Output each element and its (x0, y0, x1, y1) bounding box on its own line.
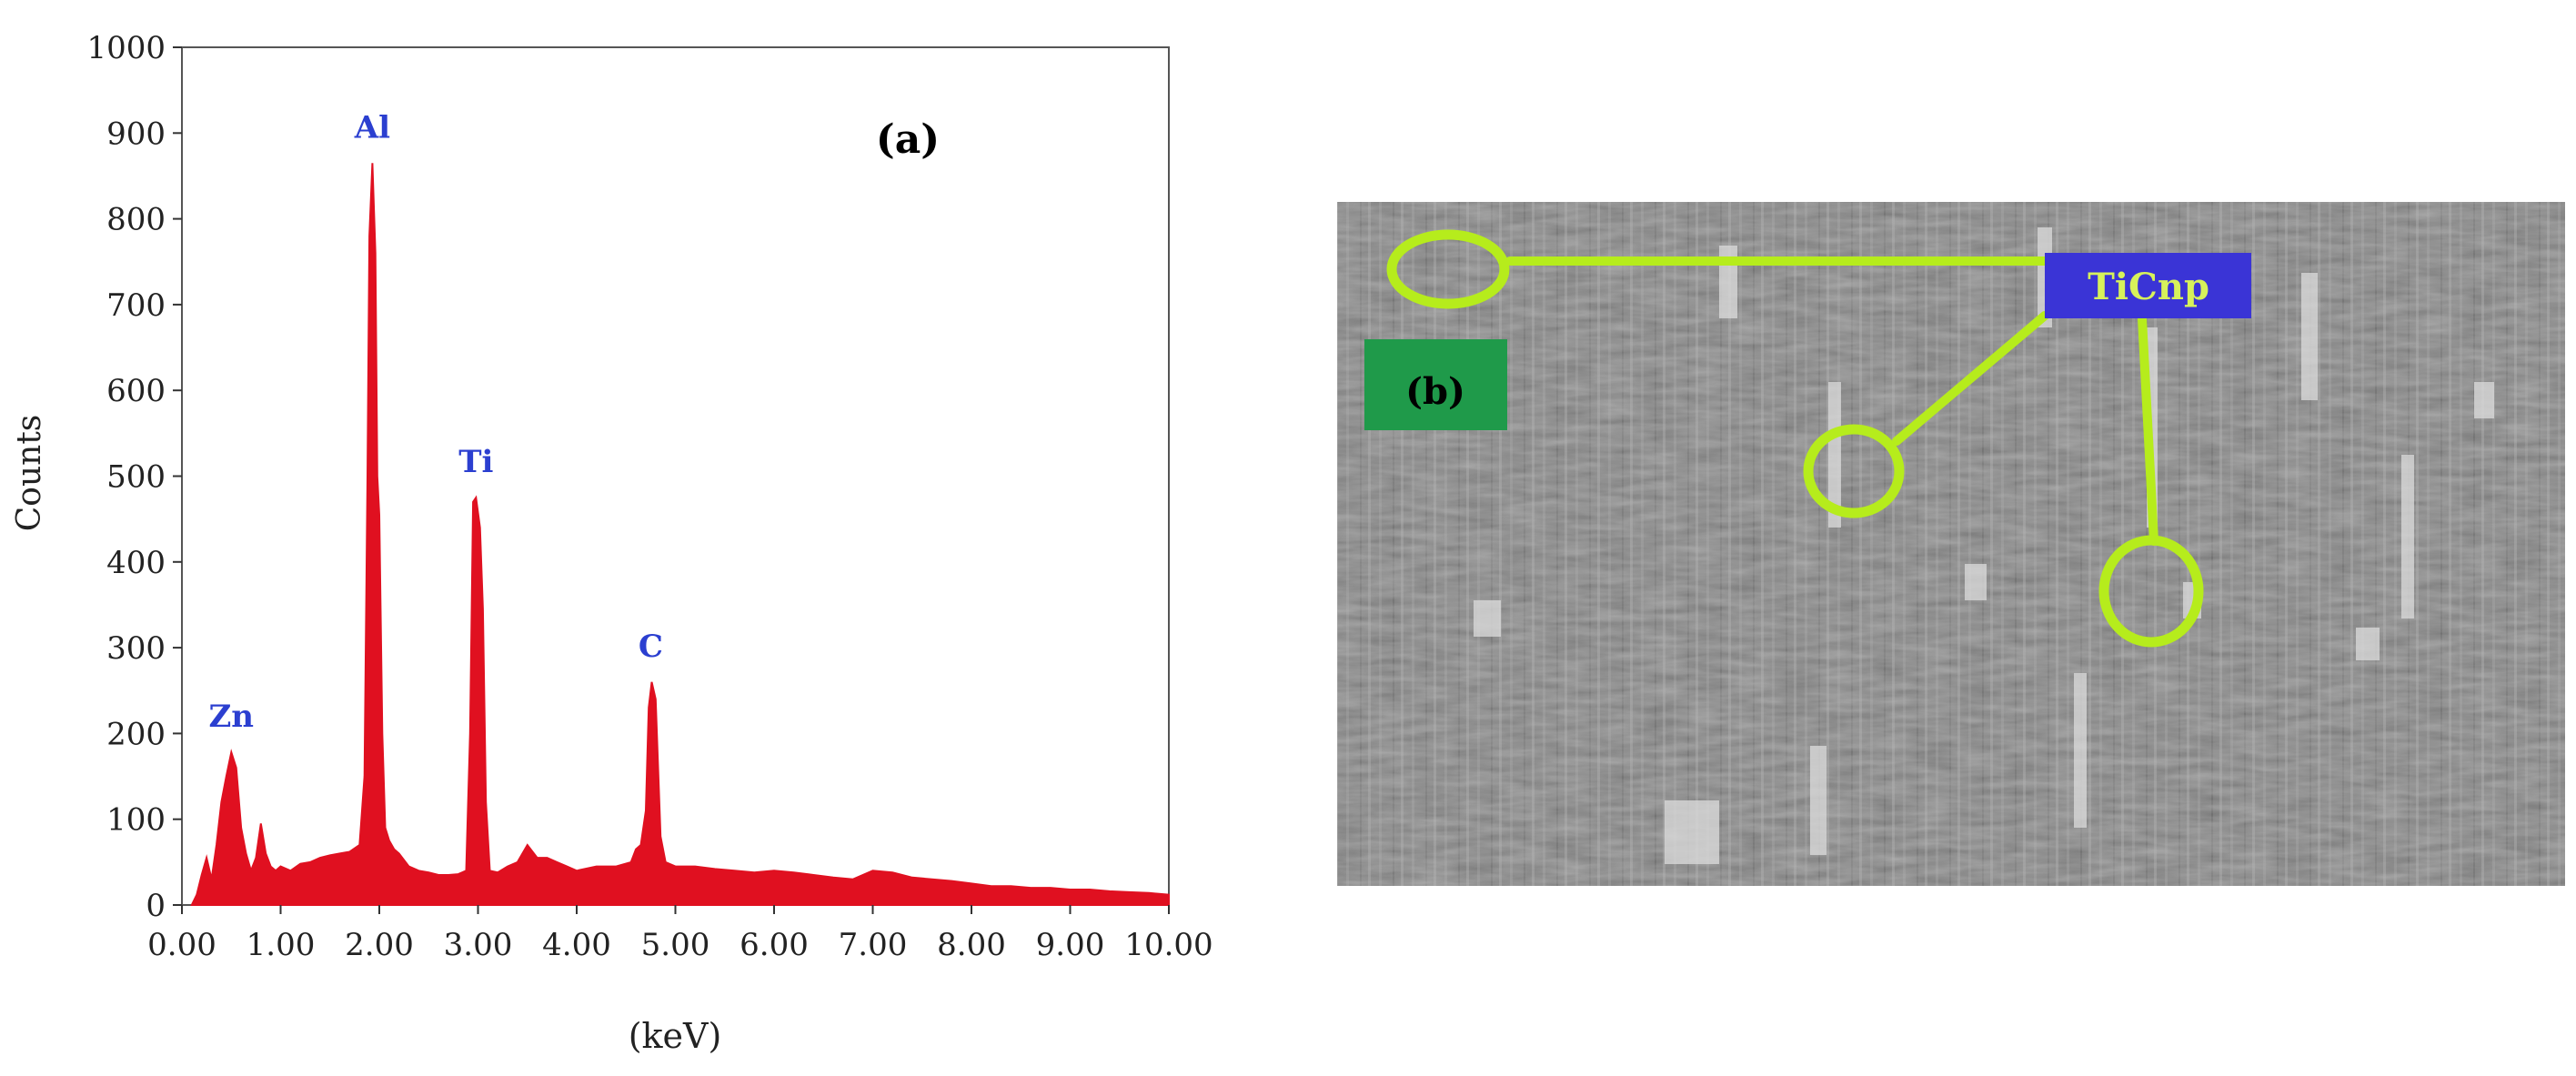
particle-circle-2 (1803, 424, 1905, 518)
y-tick-label: 1000 (86, 30, 166, 66)
y-tick-label: 100 (106, 802, 166, 839)
x-tick-label: 5.00 (641, 927, 710, 963)
callout-lines (1505, 256, 2158, 546)
callout-label: TiCnp (2088, 266, 2209, 308)
sem-micrograph: TiCnp (b) (1337, 202, 2565, 886)
eds-spectrum-chart: 0 100 200 300 400 500 600 700 800 900 1000 0.00 1.0… (11, 30, 1213, 1056)
y-tick-label: 400 (106, 545, 166, 581)
peak-label-ti: Ti (458, 444, 493, 480)
x-tick-label: 10.00 (1124, 927, 1213, 963)
callout-line-2 (1892, 311, 2049, 446)
x-tick-label: 9.00 (1036, 927, 1105, 963)
x-axis: 0.00 1.00 2.00 3.00 4.00 5.00 6.00 7.00 8.00 9.00… (147, 905, 1213, 963)
y-tick-label: 200 (106, 716, 166, 752)
particle-circle-3 (2098, 535, 2204, 648)
spectrum-area (190, 163, 1170, 906)
x-tick-label: 3.00 (444, 927, 513, 963)
x-axis-label: (keV) (629, 1016, 722, 1056)
x-tick-label: 2.00 (345, 927, 414, 963)
y-axis: 0 100 200 300 400 500 600 700 800 900 1000 (86, 30, 182, 924)
x-tick-label: 7.00 (839, 927, 908, 963)
y-tick-label: 600 (106, 373, 166, 409)
y-tick-label: 300 (106, 630, 166, 667)
x-tick-label: 8.00 (937, 927, 1006, 963)
peak-label-zn: Zn (208, 699, 254, 735)
peak-labels: Zn Al Ti C (208, 109, 662, 735)
y-tick-label: 500 (106, 459, 166, 496)
spectrum-series (190, 163, 1170, 906)
x-tick-label: 0.00 (147, 927, 216, 963)
micrograph-texture (1337, 202, 2565, 886)
y-tick-label: 800 (106, 202, 166, 238)
y-axis-label: Counts (11, 415, 48, 532)
y-tick-label: 900 (106, 116, 166, 152)
x-tick-label: 6.00 (740, 927, 809, 963)
peak-label-c: C (639, 629, 663, 665)
particle-circle-1 (1386, 229, 1510, 309)
panel-label-b: (b) (1405, 370, 1465, 413)
y-tick-label: 0 (146, 888, 166, 924)
x-tick-label: 4.00 (542, 927, 611, 963)
panel-label-a: (a) (876, 116, 940, 163)
callout-box (2045, 253, 2251, 318)
particle-circles (1386, 229, 2204, 648)
plot-area (181, 46, 1170, 906)
peak-label-al: Al (354, 109, 390, 146)
x-tick-label: 1.00 (247, 927, 316, 963)
callout-line-3 (2138, 314, 2158, 546)
panel-tag-box (1364, 339, 1507, 430)
y-tick-label: 700 (106, 287, 166, 324)
